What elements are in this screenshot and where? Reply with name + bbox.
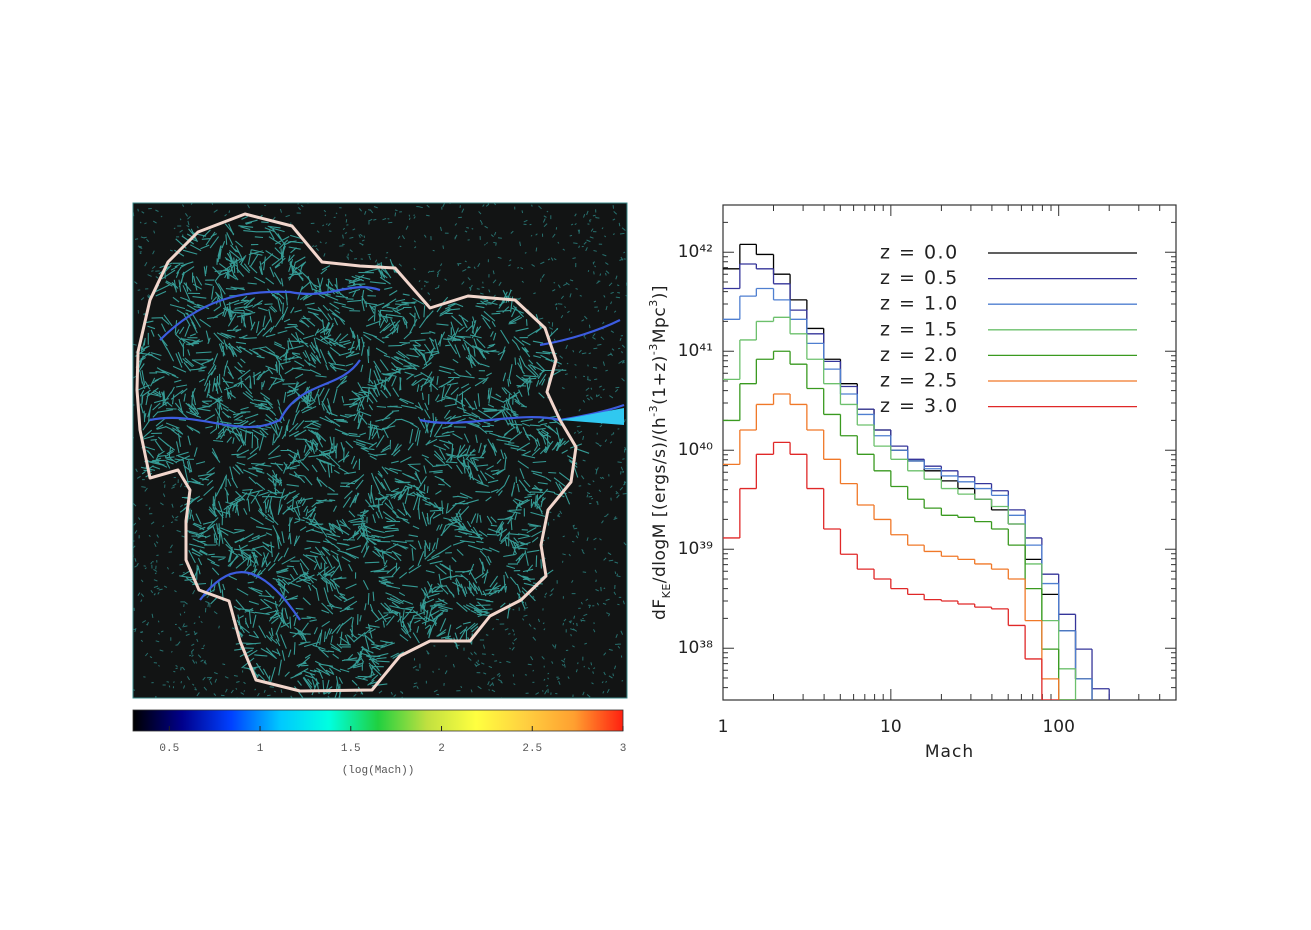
y-axis-label: dFKE/dlogM [(ergs/s)/(h-3(1+z)-3Mpc3)] [647, 285, 673, 620]
minor-ticks [723, 205, 1176, 700]
x-tick-label: 100 [1042, 717, 1074, 737]
x-tick-label: 1 [718, 717, 729, 737]
colorbar-tick-label: 3 [620, 743, 627, 755]
background-speckles [133, 203, 627, 698]
colorbar-label: (log(Mach)) [342, 765, 415, 777]
histogram-riser [739, 442, 1060, 700]
legend-label: z = 2.0 [880, 344, 959, 366]
colorbar-tick-label: 1 [257, 743, 264, 755]
colorbar [132, 709, 624, 732]
map-background [133, 203, 627, 698]
y-tick-label: 10³⁹ [678, 539, 713, 559]
legend-label: z = 3.0 [880, 395, 959, 417]
y-axis-label-part: 3 [647, 299, 660, 307]
y-tick-label: 10³⁸ [678, 638, 713, 658]
histogram-riser [739, 351, 1077, 700]
legend-label: z = 0.5 [880, 267, 959, 289]
histogram-series [723, 441, 1060, 700]
y-axis-label-part: -3 [647, 343, 660, 355]
colorbar-tick-label: 1.5 [341, 743, 361, 755]
y-axis-label-part: (1+z) [650, 355, 670, 405]
plot-frame [722, 204, 1177, 701]
legend-label: z = 1.5 [880, 318, 959, 340]
jet [560, 408, 624, 425]
x-tick-label: 10 [880, 717, 902, 737]
histogram-series [723, 393, 1060, 700]
y-axis-label-part: KE [660, 583, 673, 598]
histogram-riser [739, 317, 1077, 700]
histogram-series [723, 316, 1077, 700]
y-tick-label: 10⁴² [678, 242, 713, 262]
plot-area [723, 243, 1110, 700]
colorbar-tick-label: 0.5 [159, 743, 179, 755]
y-axis-label-part: dF [650, 598, 670, 620]
y-axis-label-part: -3 [647, 405, 660, 417]
simulation-map [133, 203, 627, 698]
legend-label: z = 0.0 [880, 242, 959, 264]
y-axis-label-part: Mpc [650, 307, 670, 343]
flow-streaks [135, 214, 590, 698]
x-axis-label: Mach [925, 742, 974, 762]
colorbar-tick-label: 2.5 [522, 743, 542, 755]
map-frame [132, 202, 628, 699]
shock-front [135, 212, 578, 693]
y-tick-label: 10⁴¹ [678, 341, 713, 361]
histogram-riser [739, 393, 1060, 700]
inner-shocks [149, 286, 625, 621]
y-tick-label: 10⁴⁰ [678, 440, 713, 460]
colorbar-tick-label: 2 [438, 743, 445, 755]
y-axis-label-part: )] [650, 285, 670, 299]
histogram-series [723, 350, 1077, 700]
legend-label: z = 1.0 [880, 293, 959, 315]
y-axis-label-part: /dlogM [(ergs/s)/(h [650, 417, 670, 583]
legend-label: z = 2.5 [880, 370, 959, 392]
